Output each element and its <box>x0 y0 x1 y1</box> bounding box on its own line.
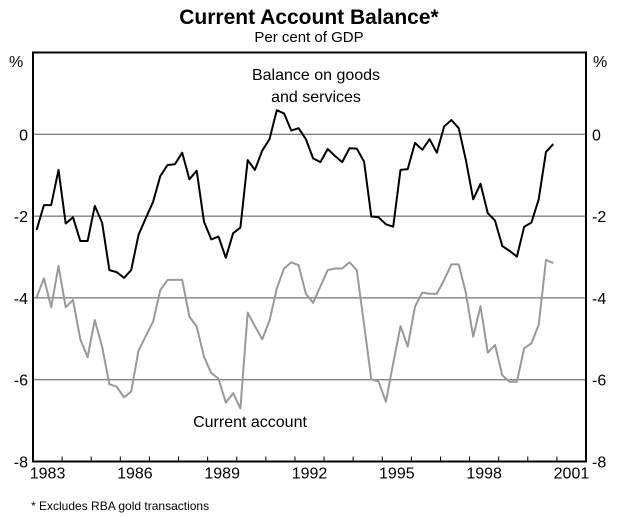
gridlines <box>33 133 586 381</box>
y-tick-label-right: 0 <box>592 127 601 144</box>
y-tick-label-right: -2 <box>592 209 606 226</box>
y-tick-labels: 0 0 -2 -2 -4 -4 -6 -6 -8 -8 <box>14 127 607 471</box>
x-tick-label: 1995 <box>379 466 415 483</box>
x-tick-label: 1986 <box>117 466 153 483</box>
y-tick-label-left: -2 <box>14 209 28 226</box>
x-tick-label: 1989 <box>204 466 240 483</box>
x-tick-label: 1998 <box>466 466 502 483</box>
x-tick-label: 2001 <box>554 466 590 483</box>
y-unit-left: % <box>9 54 23 71</box>
y-tick-label-left: -4 <box>14 291 28 308</box>
chart-subtitle: Per cent of GDP <box>254 29 363 46</box>
y-tick-label-right: -6 <box>592 373 606 390</box>
plot-frame <box>32 51 587 463</box>
series-line-balance-on-goods-and-services <box>35 109 555 279</box>
series-label-goods-services-1: Balance on goods <box>252 67 380 84</box>
series-line-current-account <box>35 258 554 410</box>
x-tick-label: 1983 <box>30 466 66 483</box>
chart-title: Current Account Balance* <box>179 6 439 29</box>
y-tick-label-left: -6 <box>14 373 28 390</box>
footnote: * Excludes RBA gold transactions <box>31 499 209 513</box>
y-tick-label-left: -8 <box>14 455 28 472</box>
series-label-current-account: Current account <box>193 414 307 431</box>
series-label-goods-services-2: and services <box>271 89 361 106</box>
y-tick-label-right: -8 <box>592 455 606 472</box>
y-tick-label-right: -4 <box>592 291 606 308</box>
series-lines <box>35 109 555 410</box>
y-tick-label-left: 0 <box>19 127 28 144</box>
y-unit-right: % <box>593 54 607 71</box>
x-tick-labels: 1983 1986 1989 1992 1995 1998 2001 <box>30 466 590 483</box>
x-tick-label: 1992 <box>292 466 328 483</box>
